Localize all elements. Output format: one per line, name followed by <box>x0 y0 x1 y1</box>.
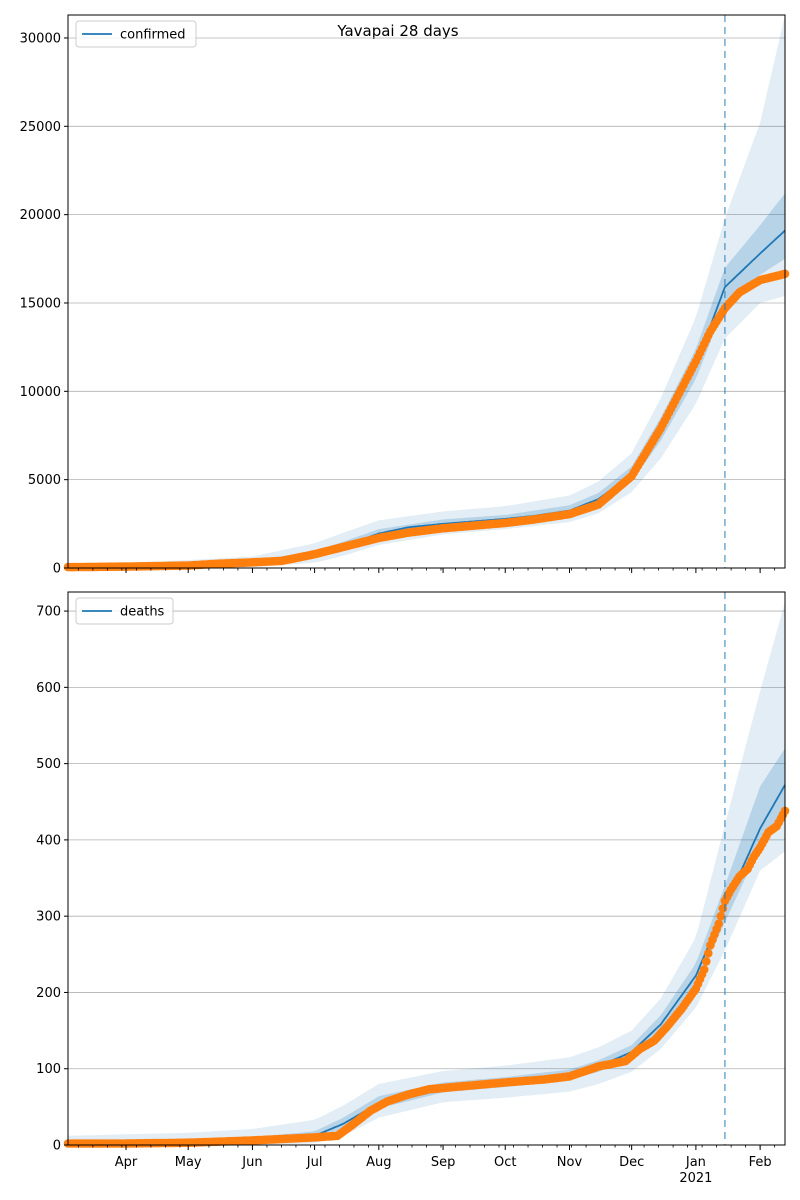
confirmed-legend: confirmed <box>75 20 197 48</box>
deaths-legend-box <box>75 597 174 625</box>
deaths-y-tick-label: 500 <box>36 757 61 772</box>
confirmed-y-tick-label: 25000 <box>20 120 61 135</box>
chart-title-group: Yavapai 28 days <box>336 22 458 40</box>
deaths-y-tick-label: 700 <box>36 605 61 620</box>
deaths-observed-point <box>716 911 726 921</box>
month-label: Jan <box>685 1155 706 1170</box>
confirmed-y-tick-label: 15000 <box>20 296 61 311</box>
month-label: Nov <box>557 1155 583 1170</box>
deaths-observed-point <box>702 957 711 966</box>
deaths-outer-band <box>68 601 785 1145</box>
month-label: Oct <box>494 1155 516 1170</box>
month-label: May <box>175 1155 202 1170</box>
deaths-observed-point <box>699 965 709 974</box>
confirmed-y-tick-label: 0 <box>53 562 61 577</box>
deaths-y-tick-label: 600 <box>36 681 61 696</box>
deaths-y-tick-label: 100 <box>36 1062 61 1077</box>
deaths-legend: deaths <box>75 597 174 625</box>
deaths-observed-point <box>714 919 723 929</box>
month-label: Feb <box>749 1155 772 1170</box>
x-axis-month-labels: Apr May Jun Jul Aug Sep Oct Nov Dec Jan Feb 2021 <box>115 1155 772 1186</box>
deaths-observed-points <box>63 806 790 1148</box>
deaths-legend-label: deaths <box>120 605 165 620</box>
deaths-observed-point <box>718 904 728 913</box>
month-label: Sep <box>431 1155 456 1170</box>
deaths-observed-point <box>704 949 713 958</box>
month-label: Jul <box>306 1155 323 1170</box>
deaths-y-tick-label: 300 <box>36 910 61 925</box>
confirmed-panel: 0 5000 10000 15000 20000 25000 30000 confirmed <box>20 14 790 577</box>
deaths-uncertainty-bands <box>68 601 785 1145</box>
confirmed-legend-label: confirmed <box>120 28 186 43</box>
month-label: Dec <box>619 1155 644 1170</box>
deaths-x-ticks <box>77 1145 776 1150</box>
deaths-y-ticks: 0 100 200 300 400 500 600 700 <box>36 605 68 1154</box>
deaths-y-tick-label: 400 <box>36 833 61 848</box>
confirmed-legend-box <box>75 20 197 48</box>
deaths-y-tick-label: 200 <box>36 986 61 1001</box>
confirmed-y-ticks: 0 5000 10000 15000 20000 25000 30000 <box>20 31 68 577</box>
confirmed-observed-points <box>63 269 790 572</box>
month-label: Apr <box>115 1155 138 1170</box>
deaths-grid <box>68 610 785 1146</box>
year-label: 2021 <box>679 1171 712 1186</box>
confirmed-y-tick-label: 10000 <box>20 385 61 400</box>
confirmed-axes-frame <box>67 14 786 569</box>
month-label: Jun <box>241 1155 262 1170</box>
month-label: Aug <box>366 1155 391 1170</box>
deaths-panel: 0 100 200 300 400 500 600 700 deaths <box>36 591 790 1154</box>
confirmed-y-tick-label: 30000 <box>20 31 61 46</box>
deaths-y-tick-label: 0 <box>53 1139 61 1154</box>
chart-title: Yavapai 28 days <box>336 22 458 40</box>
confirmed-y-tick-label: 20000 <box>20 208 61 223</box>
confirmed-grid <box>68 37 785 569</box>
confirmed-y-tick-label: 5000 <box>28 473 61 488</box>
confirmed-x-ticks <box>77 568 776 573</box>
confirmed-uncertainty-bands <box>68 15 785 568</box>
deaths-axes-frame <box>67 591 786 1146</box>
confirmed-outer-band <box>68 15 785 568</box>
